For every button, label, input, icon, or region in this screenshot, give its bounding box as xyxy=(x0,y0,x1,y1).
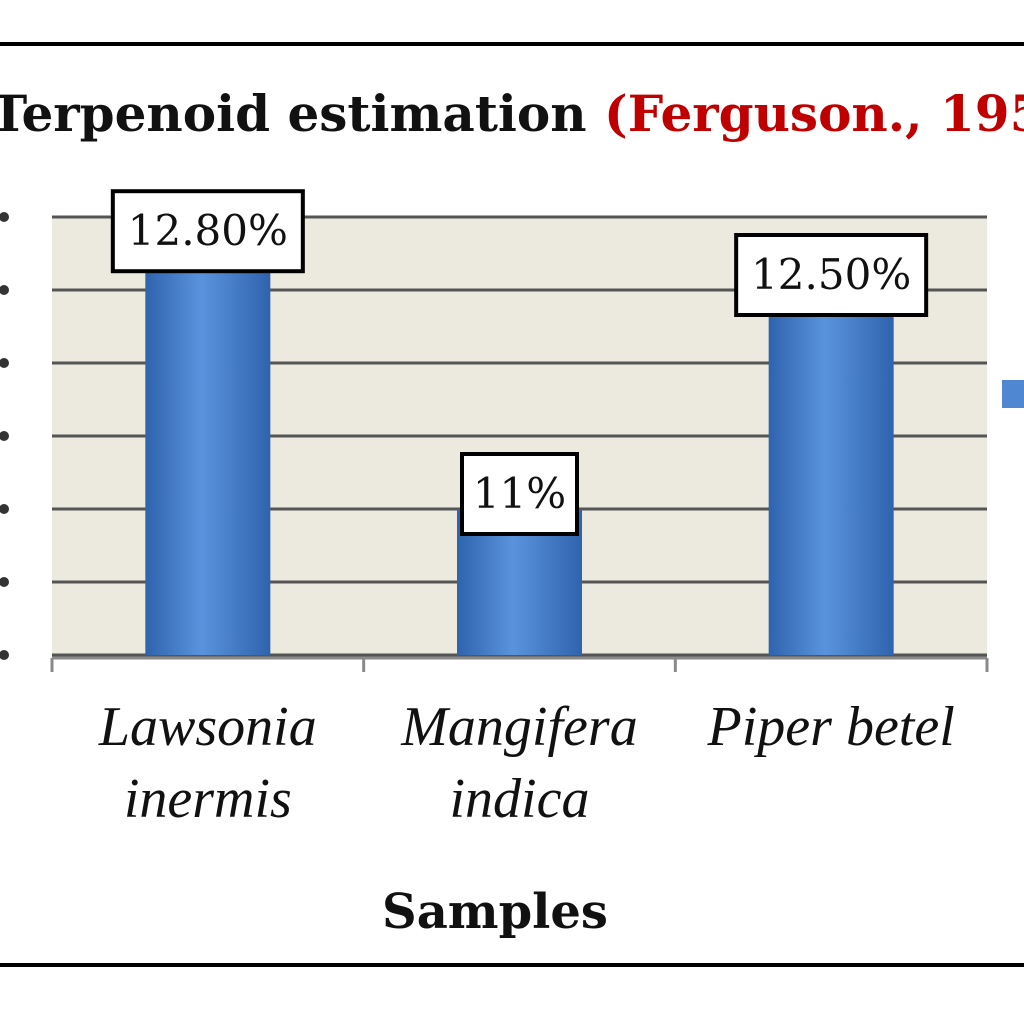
y-tick-mark xyxy=(0,212,9,222)
y-tick-mark xyxy=(0,431,9,441)
category-label: inermis xyxy=(124,768,292,830)
category-label: Mangifera xyxy=(400,696,637,758)
x-axis-ticks xyxy=(50,658,989,672)
data-label-box xyxy=(734,233,929,317)
data-label-box xyxy=(460,452,579,536)
bar xyxy=(768,290,894,655)
bar xyxy=(145,246,271,655)
category-label: indica xyxy=(450,768,590,830)
data-labels: 12.80% 11% 12.50% xyxy=(110,189,929,536)
y-tick-mark xyxy=(0,504,9,514)
category-label: Lawsonia xyxy=(98,696,317,758)
y-tick-mark xyxy=(0,577,9,587)
data-label: 11% xyxy=(473,469,566,518)
y-tick-mark xyxy=(0,358,9,368)
chart-title-main: Terpenoid estimation xyxy=(0,84,587,143)
y-tick-mark xyxy=(0,650,9,660)
y-tick-mark xyxy=(0,285,9,295)
data-label: 12.80% xyxy=(128,206,288,255)
category-labels: Lawsonia inermis Mangifera indica Piper bete… xyxy=(98,696,955,830)
chart-title-reference: (Ferguson., 1956) xyxy=(604,84,1024,143)
category-label: Piper betel xyxy=(707,696,955,758)
x-axis-title: Samples xyxy=(382,884,608,940)
chart-title: Terpenoid estimation (Ferguson., 1956) xyxy=(0,84,1024,143)
legend-marker xyxy=(1002,380,1024,408)
data-label: 12.50% xyxy=(751,250,911,299)
data-label-box xyxy=(110,189,305,274)
